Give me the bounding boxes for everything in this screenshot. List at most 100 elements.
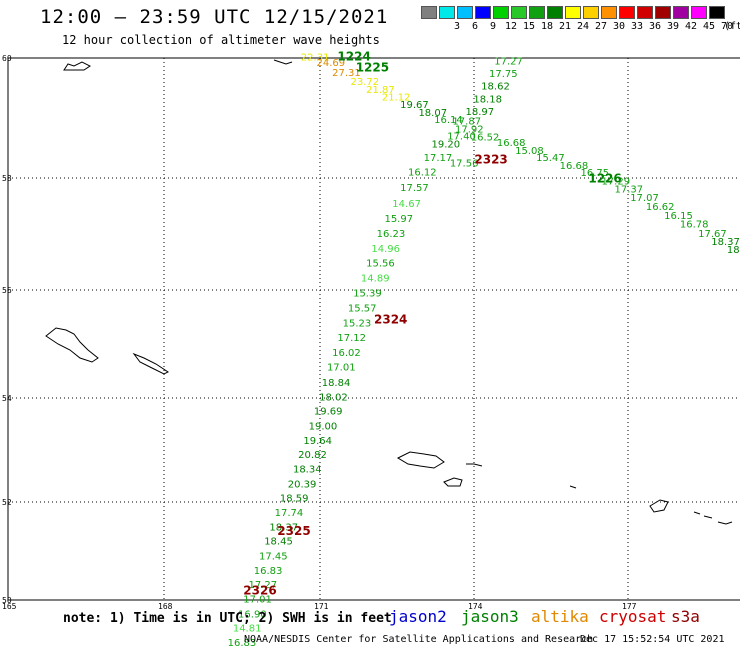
credit-text: NOAA/NESDIS Center for Satellite Applica…: [244, 634, 594, 645]
track-id-label: 1224: [337, 50, 370, 64]
legend-label: 39: [666, 21, 680, 32]
legend-swatch: [655, 6, 671, 19]
swh-value: 18.18: [473, 94, 502, 105]
lat-tick-label: 50: [2, 596, 12, 605]
swh-value: 16.78: [680, 220, 709, 231]
legend-swatch: [529, 6, 545, 19]
swh-value: 15.23: [343, 318, 372, 329]
swh-value: 24.69: [316, 58, 345, 69]
swh-value: 21.87: [366, 85, 395, 96]
coastline-top-2: [273, 59, 293, 65]
island-bering: [45, 327, 99, 363]
swh-value: 16.12: [408, 168, 437, 179]
swh-value: 19.67: [400, 100, 429, 111]
swh-value: 17.75: [489, 69, 518, 80]
legend-label: 30: [612, 21, 626, 32]
lon-tick-label: 177: [622, 602, 637, 611]
swh-value: 16.62: [646, 202, 675, 213]
island-rat-1: [569, 485, 577, 489]
swh-value: 17.40: [447, 131, 476, 142]
swh-value: 16.68: [497, 138, 526, 149]
island-semichi: [466, 463, 483, 467]
lat-tick-label: 54: [2, 394, 12, 403]
legend-swatch: [583, 6, 599, 19]
swh-value: 27.31: [332, 68, 361, 79]
swh-value: 18.62: [481, 81, 510, 92]
swh-value: 16.83: [254, 566, 283, 577]
legend-label: 21: [558, 21, 572, 32]
swh-value: 17.45: [259, 551, 288, 562]
swh-value: 17.01: [243, 595, 272, 606]
track-id-label: 2326: [243, 584, 276, 598]
swh-value: 17.57: [400, 183, 429, 194]
swh-value: 18.07: [418, 108, 447, 119]
legend-label: 12: [504, 21, 518, 32]
swh-value: 17.74: [275, 508, 304, 519]
track-id-label: 1226: [588, 172, 621, 186]
legend-label: 70: [720, 21, 734, 32]
island-attu: [396, 451, 445, 469]
altimeter-tracks: 22.3124.6927.3123.7221.8721.1219.6718.07…: [228, 50, 740, 649]
swh-value: 16.90: [238, 609, 267, 620]
legend-label: 18: [540, 21, 554, 32]
swh-value: 14.67: [392, 199, 421, 210]
swh-value: 17.27: [249, 580, 278, 591]
swh-value: 18.79: [727, 245, 740, 256]
swh-value: 17.29: [601, 176, 630, 187]
island-medny: [132, 352, 169, 375]
swh-value: 18.45: [264, 537, 293, 548]
swh-value: 20.39: [288, 479, 317, 490]
legend-swatch: [493, 6, 509, 19]
page-title: 12:00 – 23:59 UTC 12/15/2021: [40, 6, 389, 28]
legend-swatch: [601, 6, 617, 19]
swh-value: 15.56: [366, 259, 395, 270]
island-rat-3: [693, 511, 733, 525]
swh-value: 18.97: [466, 107, 495, 118]
page-subtitle: 12 hour collection of altimeter wave hei…: [62, 33, 380, 47]
track-id-label: 2325: [277, 524, 310, 538]
lon-tick-label: 165: [2, 602, 17, 611]
legend-swatch: [691, 6, 707, 19]
lon-tick-label: 174: [468, 602, 483, 611]
swh-value: 17.92: [455, 124, 484, 135]
legend-swatch: [475, 6, 491, 19]
swh-value: 23.72: [350, 77, 379, 88]
swh-value: 14.81: [233, 623, 262, 634]
coastline-top: [63, 61, 91, 71]
lon-tick-label: 171: [314, 602, 329, 611]
swh-value: 16.75: [581, 168, 610, 179]
legend-swatch: [511, 6, 527, 19]
swh-value: 18.02: [319, 393, 348, 404]
legend-label: 45: [702, 21, 716, 32]
swh-value: 17.17: [424, 153, 453, 164]
swh-value: 18.34: [293, 465, 322, 476]
swh-value: 18.37: [711, 237, 740, 248]
legend-swatch: [565, 6, 581, 19]
legend-swatch: [637, 6, 653, 19]
swh-value: 20.82: [298, 450, 327, 461]
track-id-label: 1225: [356, 61, 389, 75]
satellite-name: altika: [531, 607, 589, 626]
swh-value: 15.47: [536, 153, 565, 164]
legend-swatch: [439, 6, 455, 19]
swh-value: 17.37: [615, 184, 644, 195]
swh-value: 17.12: [337, 333, 366, 344]
legend-unit: (ft): [723, 21, 740, 32]
swh-value: 19.64: [303, 436, 332, 447]
swh-value: 22.31: [301, 53, 330, 64]
lat-tick-label: 52: [2, 498, 12, 507]
island-agattu: [443, 477, 463, 487]
satellite-name: cryosat: [599, 607, 667, 626]
lat-tick-label: 56: [2, 286, 12, 295]
legend-label: 15: [522, 21, 536, 32]
track-id-label: 2323: [474, 153, 507, 167]
swh-value: 15.39: [353, 288, 382, 299]
swh-value: 16.14: [434, 115, 463, 126]
swh-value: 17.07: [630, 193, 659, 204]
legend-label: 3: [453, 21, 461, 32]
swh-value: 17.56: [450, 158, 479, 169]
satellite-name: jason2: [389, 607, 447, 626]
track-id-label: 2324: [374, 313, 407, 327]
swh-value: 15.97: [384, 214, 413, 225]
